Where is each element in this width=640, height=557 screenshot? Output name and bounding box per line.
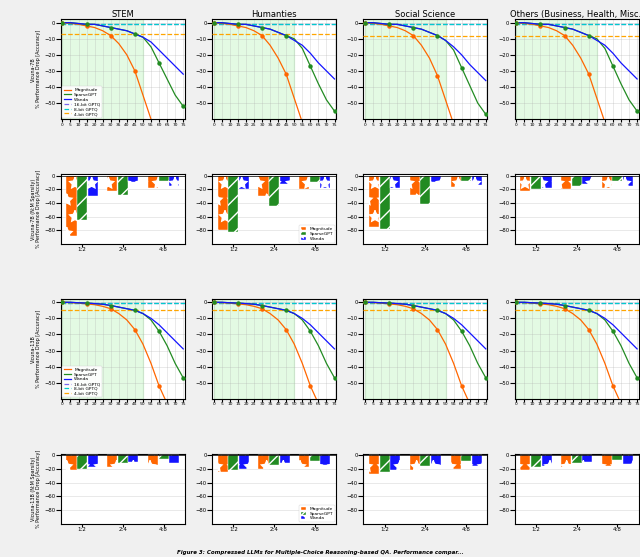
Bar xyxy=(516,19,597,119)
Bar xyxy=(280,175,290,184)
Bar xyxy=(228,455,238,470)
Text: Figure 3: Compressed LLMs for Multiple-Choice Reasoning-based QA. Performance co: Figure 3: Compressed LLMs for Multiple-C… xyxy=(177,550,463,555)
Bar xyxy=(118,455,128,463)
Bar xyxy=(472,175,482,185)
Bar xyxy=(572,455,582,463)
Bar xyxy=(541,175,552,188)
Title: STEM: STEM xyxy=(111,9,134,19)
Bar xyxy=(410,455,420,470)
Bar xyxy=(612,455,623,460)
Bar xyxy=(77,455,87,469)
Bar xyxy=(390,175,400,188)
Bar xyxy=(228,175,238,232)
Bar xyxy=(623,175,633,186)
Bar xyxy=(365,299,445,399)
Bar xyxy=(531,175,541,189)
Bar xyxy=(582,175,593,184)
Bar xyxy=(218,455,228,472)
Bar xyxy=(63,299,143,399)
Bar xyxy=(431,455,441,465)
Bar xyxy=(67,175,77,236)
Bar xyxy=(531,455,541,467)
Bar xyxy=(310,175,320,183)
Bar xyxy=(129,175,138,183)
Bar xyxy=(602,175,612,188)
Bar xyxy=(472,455,482,466)
Bar xyxy=(380,175,390,229)
Bar xyxy=(520,175,531,190)
Bar xyxy=(239,455,249,469)
Bar xyxy=(218,175,228,231)
Bar xyxy=(159,455,168,460)
Bar xyxy=(520,455,531,470)
Bar xyxy=(451,455,461,469)
Bar xyxy=(390,455,400,470)
Bar xyxy=(63,19,143,119)
Bar xyxy=(169,175,179,186)
Bar xyxy=(461,455,471,461)
Bar xyxy=(148,455,158,466)
Bar xyxy=(259,175,269,196)
Y-axis label: Vicuna-7B (N:M Sparsity)
% Performance Drop [Accuracy]: Vicuna-7B (N:M Sparsity) % Performance D… xyxy=(31,170,42,248)
Bar xyxy=(451,175,461,187)
Bar xyxy=(365,19,445,119)
Bar xyxy=(431,175,441,183)
Bar xyxy=(129,455,138,462)
Bar xyxy=(88,175,98,196)
Bar xyxy=(321,455,330,465)
Bar xyxy=(561,175,571,189)
Bar xyxy=(300,175,309,189)
Y-axis label: Vicuna-13B (N:M Sparsity)
% Performance Drop [Accuracy]: Vicuna-13B (N:M Sparsity) % Performance … xyxy=(31,449,42,528)
Y-axis label: Vicuna-13B
% Performance Drop [Accuracy]: Vicuna-13B % Performance Drop [Accuracy] xyxy=(31,310,42,388)
Legend: Magnitude, SparseGPT, Wanda, 16-bit GPTQ, 8-bit GPTQ, 4-bit GPTQ: Magnitude, SparseGPT, Wanda, 16-bit GPTQ… xyxy=(62,86,102,118)
Bar xyxy=(88,455,98,467)
Bar xyxy=(602,455,612,466)
Bar xyxy=(269,175,279,207)
Bar xyxy=(461,175,471,181)
Bar xyxy=(107,455,117,467)
Bar xyxy=(159,175,168,181)
Bar xyxy=(259,455,269,469)
Bar xyxy=(561,455,571,467)
Legend: Magnitude, SparseGPT, Wanda: Magnitude, SparseGPT, Wanda xyxy=(299,505,335,522)
Bar xyxy=(623,455,633,464)
Bar xyxy=(310,455,320,461)
Bar xyxy=(214,19,294,119)
Bar xyxy=(541,455,552,466)
Bar xyxy=(612,175,623,181)
Bar xyxy=(269,455,279,465)
Bar xyxy=(77,175,87,220)
Bar xyxy=(420,455,431,466)
Y-axis label: Vicuna-7B
% Performance Drop [Accuracy]: Vicuna-7B % Performance Drop [Accuracy] xyxy=(31,30,42,109)
Bar xyxy=(516,299,597,399)
Bar xyxy=(420,175,431,204)
Bar xyxy=(369,455,379,475)
Bar xyxy=(107,175,117,190)
Bar xyxy=(410,175,420,195)
Legend: Magnitude, SparseGPT, Wanda: Magnitude, SparseGPT, Wanda xyxy=(299,226,335,243)
Bar xyxy=(582,455,593,462)
Bar xyxy=(321,175,330,188)
Bar xyxy=(300,455,309,467)
Bar xyxy=(169,455,179,463)
Legend: Magnitude, SparseGPT, Wanda, 16-bit GPTQ, 8-bit GPTQ, 4-bit GPTQ: Magnitude, SparseGPT, Wanda, 16-bit GPTQ… xyxy=(62,366,102,397)
Bar xyxy=(369,175,379,227)
Bar xyxy=(214,299,294,399)
Bar xyxy=(239,175,249,189)
Bar xyxy=(118,175,128,195)
Bar xyxy=(572,175,582,186)
Bar xyxy=(148,175,158,188)
Bar xyxy=(380,455,390,472)
Title: Others (Business, Health, Misc.): Others (Business, Health, Misc.) xyxy=(509,9,640,19)
Bar xyxy=(280,455,290,463)
Title: Humanties: Humanties xyxy=(252,9,297,19)
Bar xyxy=(67,455,77,470)
Title: Social Science: Social Science xyxy=(396,9,456,19)
